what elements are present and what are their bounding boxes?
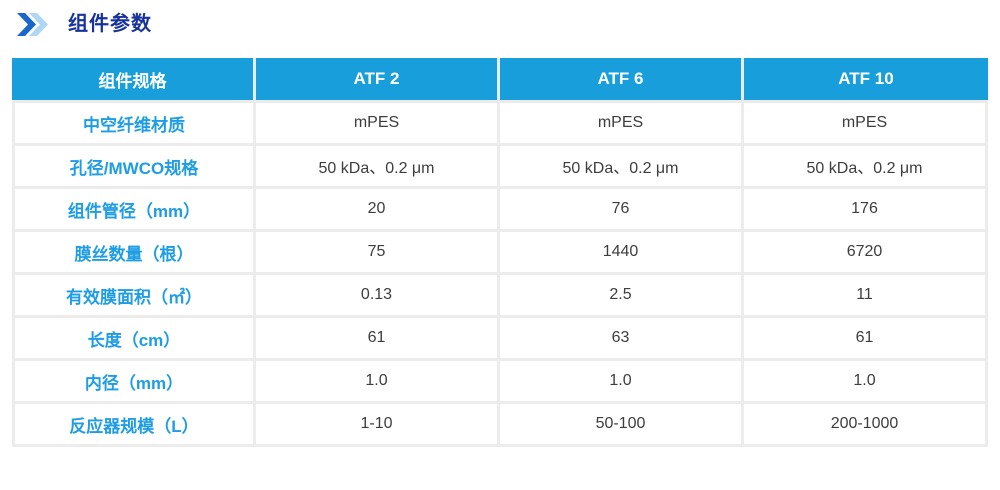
cell-value: 50-100 xyxy=(500,404,744,447)
column-header-atf2: ATF 2 xyxy=(256,58,500,103)
cell-value: 50 kDa、0.2 μm xyxy=(744,146,988,189)
cell-value: 176 xyxy=(744,189,988,232)
column-header-atf6: ATF 6 xyxy=(500,58,744,103)
cell-value: 61 xyxy=(256,318,500,361)
cell-value: 75 xyxy=(256,232,500,275)
cell-value: 11 xyxy=(744,275,988,318)
table-row: 组件管径（mm） 20 76 176 xyxy=(12,189,988,232)
cell-value: 6720 xyxy=(744,232,988,275)
cell-value: 1.0 xyxy=(744,361,988,404)
cell-value: 63 xyxy=(500,318,744,361)
row-label-fiber-count: 膜丝数量（根） xyxy=(12,232,256,275)
table-row: 有效膜面积（㎡） 0.13 2.5 11 xyxy=(12,275,988,318)
column-header-spec: 组件规格 xyxy=(12,58,256,103)
table-row: 内径（mm） 1.0 1.0 1.0 xyxy=(12,361,988,404)
cell-value: mPES xyxy=(500,103,744,146)
cell-value: 0.13 xyxy=(256,275,500,318)
row-label-inner-diameter: 内径（mm） xyxy=(12,361,256,404)
cell-value: 20 xyxy=(256,189,500,232)
table-row: 反应器规模（L） 1-10 50-100 200-1000 xyxy=(12,404,988,447)
cell-value: 50 kDa、0.2 μm xyxy=(500,146,744,189)
row-label-length: 长度（cm） xyxy=(12,318,256,361)
section-title-bar: 组件参数 xyxy=(14,8,152,40)
table-row: 长度（cm） 61 63 61 xyxy=(12,318,988,361)
cell-value: 61 xyxy=(744,318,988,361)
table-row: 膜丝数量（根） 75 1440 6720 xyxy=(12,232,988,275)
page-title: 组件参数 xyxy=(68,13,152,35)
cell-value: 2.5 xyxy=(500,275,744,318)
cell-value: 1.0 xyxy=(256,361,500,404)
row-label-reactor-scale: 反应器规模（L） xyxy=(12,404,256,447)
row-label-fiber-material: 中空纤维材质 xyxy=(12,103,256,146)
cell-value: 50 kDa、0.2 μm xyxy=(256,146,500,189)
cell-value: 1-10 xyxy=(256,404,500,447)
cell-value: 200-1000 xyxy=(744,404,988,447)
row-label-pore-mwco: 孔径/MWCO规格 xyxy=(12,146,256,189)
row-label-membrane-area: 有效膜面积（㎡） xyxy=(12,275,256,318)
table-header-row: 组件规格 ATF 2 ATF 6 ATF 10 xyxy=(12,58,988,103)
component-parameters-table: 组件规格 ATF 2 ATF 6 ATF 10 中空纤维材质 mPES mPES… xyxy=(12,58,988,447)
table-row: 孔径/MWCO规格 50 kDa、0.2 μm 50 kDa、0.2 μm 50… xyxy=(12,146,988,189)
cell-value: 1.0 xyxy=(500,361,744,404)
table-row: 中空纤维材质 mPES mPES mPES xyxy=(12,103,988,146)
double-chevron-icon xyxy=(17,12,48,36)
cell-value: mPES xyxy=(744,103,988,146)
column-header-atf10: ATF 10 xyxy=(744,58,988,103)
cell-value: mPES xyxy=(256,103,500,146)
row-label-module-diameter: 组件管径（mm） xyxy=(12,189,256,232)
cell-value: 76 xyxy=(500,189,744,232)
cell-value: 1440 xyxy=(500,232,744,275)
